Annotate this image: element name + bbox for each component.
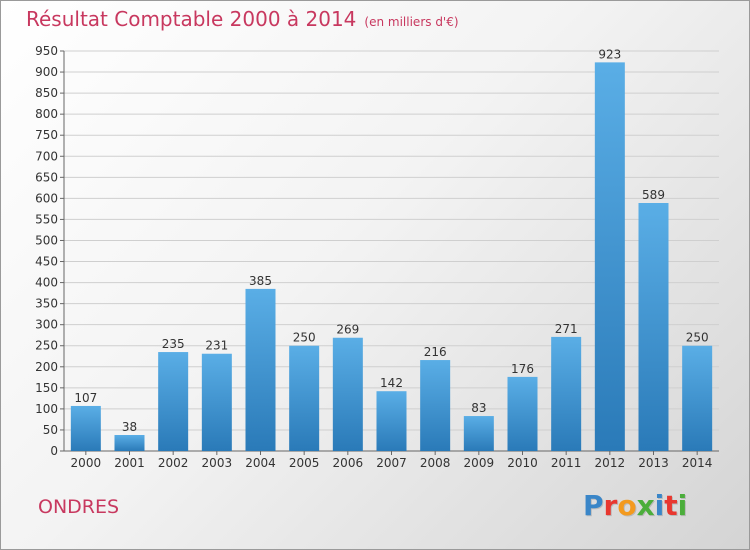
y-tick-label: 250 xyxy=(35,339,58,353)
logo-letter: r xyxy=(603,489,618,522)
bar-value-label: 83 xyxy=(471,401,486,415)
x-axis: 2000 2001 2002 2003 2004 2005 2006 2007 2008 2009… xyxy=(71,451,713,470)
x-tick-label: 2003 xyxy=(202,456,233,470)
x-tick-label: 2002 xyxy=(158,456,189,470)
x-tick-label: 2000 xyxy=(71,456,102,470)
bar-value-label: 250 xyxy=(293,331,316,345)
bar-value-label: 176 xyxy=(511,362,534,376)
x-tick-label: 2009 xyxy=(464,456,495,470)
bar-value-label: 142 xyxy=(380,376,403,390)
y-tick-label: 400 xyxy=(35,276,58,290)
bar-value-label: 250 xyxy=(686,331,709,345)
bar-value-label: 923 xyxy=(598,47,621,61)
title-subtitle: (en milliers d'€) xyxy=(364,15,459,29)
bar-value-label: 235 xyxy=(162,337,185,351)
y-tick-label: 350 xyxy=(35,297,58,311)
bar xyxy=(332,337,363,451)
y-tick-label: 700 xyxy=(35,149,58,163)
y-tick-label: 0 xyxy=(50,444,58,458)
bar xyxy=(158,352,189,451)
y-tick-label: 800 xyxy=(35,107,58,121)
bar xyxy=(201,353,232,451)
x-tick-label: 2006 xyxy=(333,456,364,470)
bar xyxy=(551,336,582,451)
logo-letter: x xyxy=(636,489,655,522)
y-tick-label: 650 xyxy=(35,170,58,184)
chart-title: Résultat Comptable 2000 à 2014 (en millie… xyxy=(26,7,459,31)
y-tick-label: 850 xyxy=(35,86,58,100)
logo-letter: o xyxy=(617,489,637,522)
y-tick-label: 200 xyxy=(35,360,58,374)
bar xyxy=(114,435,145,451)
data-labels: 107 38 235 231 385 250 269 142 216 83 176 271 923 589… xyxy=(74,47,708,434)
y-tick-label: 450 xyxy=(35,255,58,269)
logo-letter: t xyxy=(664,489,678,522)
y-tick-label: 150 xyxy=(35,381,58,395)
bar-value-label: 216 xyxy=(424,345,447,359)
bar xyxy=(376,391,407,451)
y-tick-label: 750 xyxy=(35,128,58,142)
bar xyxy=(638,203,669,451)
x-tick-label: 2013 xyxy=(638,456,669,470)
bar xyxy=(245,288,276,451)
title-text: Résultat Comptable 2000 à 2014 xyxy=(26,7,357,31)
y-tick-label: 100 xyxy=(35,402,58,416)
city-name: ONDRES xyxy=(38,496,120,518)
x-tick-label: 2004 xyxy=(245,456,276,470)
logo-letter: i xyxy=(654,489,665,522)
bars xyxy=(70,62,713,452)
y-tick-label: 550 xyxy=(35,212,58,226)
x-tick-label: 2012 xyxy=(595,456,626,470)
bar-value-label: 38 xyxy=(122,420,137,434)
x-tick-label: 2014 xyxy=(682,456,713,470)
y-tick-label: 500 xyxy=(35,233,58,247)
bar xyxy=(70,405,101,451)
bar-value-label: 385 xyxy=(249,274,272,288)
bar xyxy=(420,360,451,451)
bar xyxy=(594,62,625,452)
x-tick-label: 2001 xyxy=(114,456,145,470)
logo-letter: P xyxy=(583,489,604,522)
bar xyxy=(289,345,320,451)
bar xyxy=(682,345,713,451)
x-tick-label: 2008 xyxy=(420,456,451,470)
proxiti-logo: Proxiti xyxy=(583,489,687,522)
bar-value-label: 269 xyxy=(336,323,359,337)
y-tick-label: 300 xyxy=(35,318,58,332)
y-tick-label: 950 xyxy=(35,44,58,58)
bar xyxy=(463,416,494,451)
bar-value-label: 107 xyxy=(74,391,97,405)
bar-value-label: 231 xyxy=(205,339,228,353)
y-tick-label: 900 xyxy=(35,65,58,79)
x-tick-label: 2007 xyxy=(376,456,407,470)
x-tick-label: 2010 xyxy=(507,456,538,470)
bar-value-label: 271 xyxy=(555,322,578,336)
bar xyxy=(507,376,538,451)
bar-value-label: 589 xyxy=(642,188,665,202)
x-tick-label: 2011 xyxy=(551,456,582,470)
y-tick-label: 50 xyxy=(43,423,58,437)
y-tick-label: 600 xyxy=(35,191,58,205)
x-tick-label: 2005 xyxy=(289,456,320,470)
logo-letter: i xyxy=(677,489,688,522)
